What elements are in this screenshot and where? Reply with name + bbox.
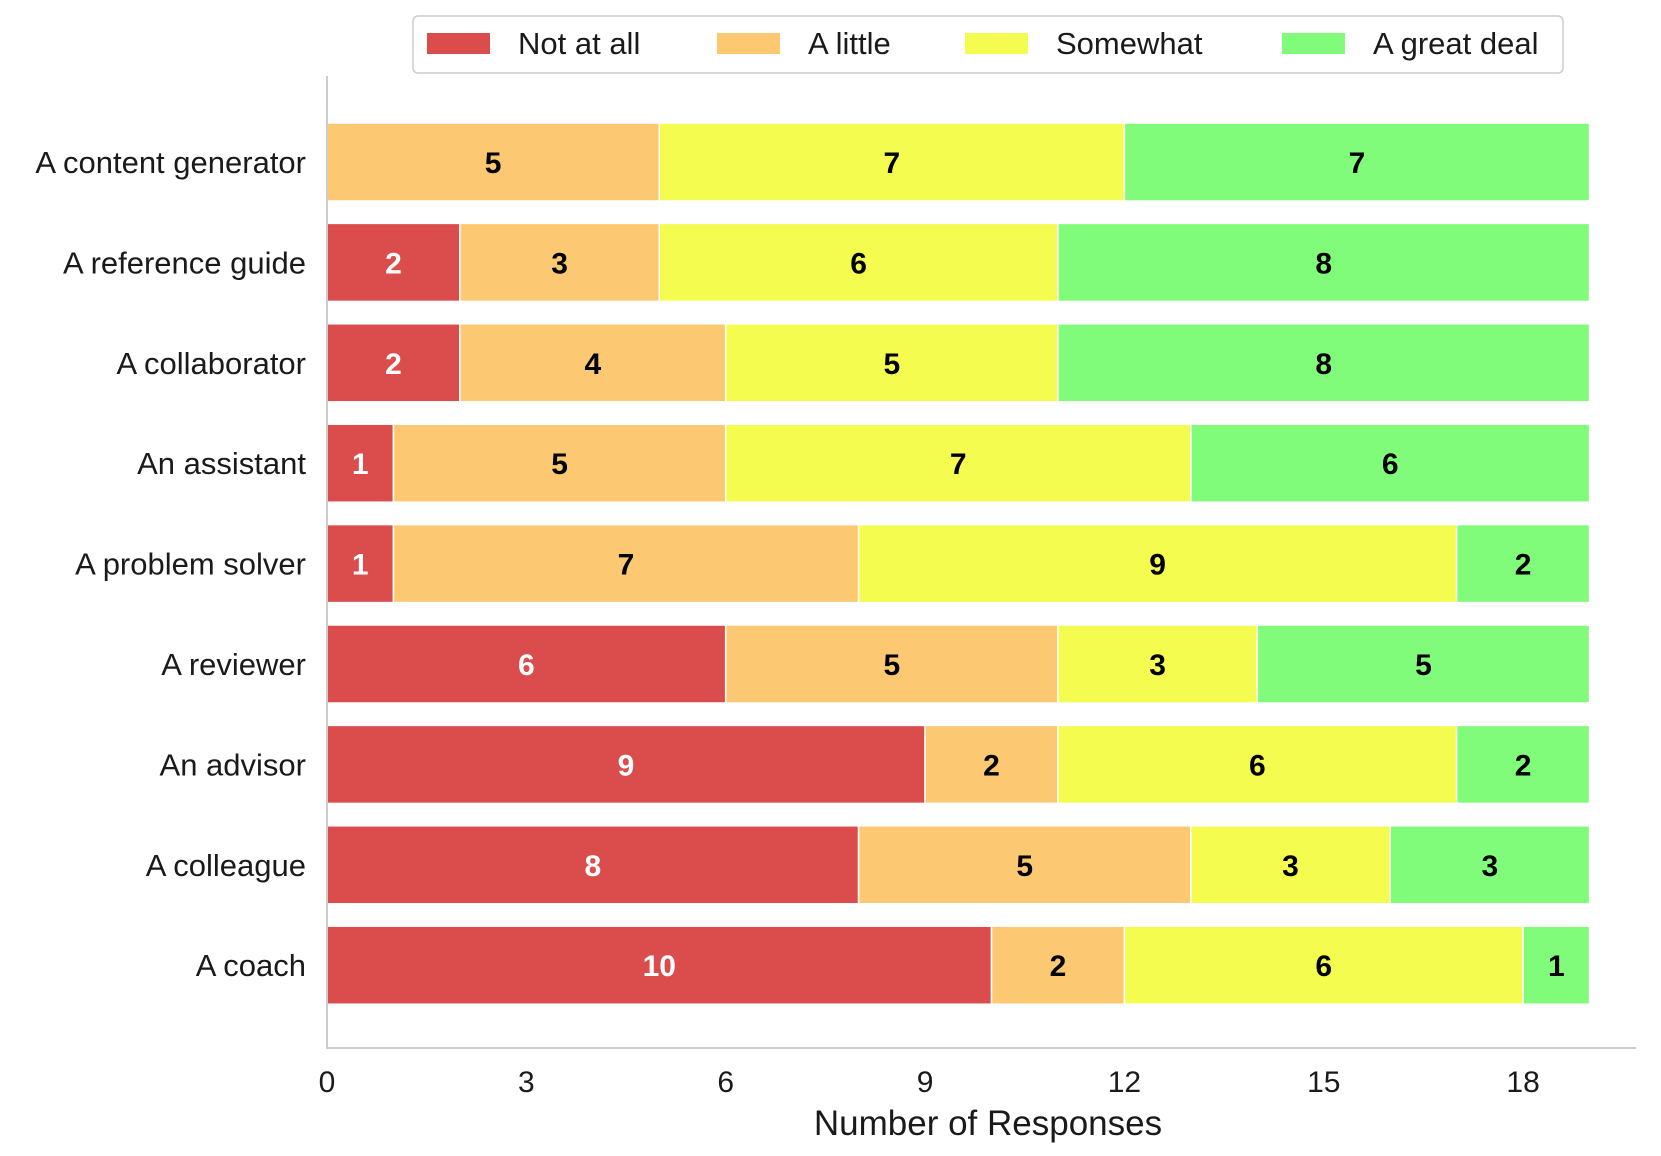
legend-swatch-a-great-deal <box>1282 33 1345 54</box>
bar-a-coach-a-little <box>990 925 1126 1005</box>
bar-a-reference-guide-not-at-all <box>326 222 461 303</box>
category-label-a-problem-solver: A problem solver <box>75 547 306 582</box>
bar-a-collaborator-a-great-deal <box>1057 323 1591 403</box>
data-label-an-advisor-a-little: 2 <box>983 749 1000 782</box>
bar-an-assistant-not-at-all <box>326 423 395 503</box>
category-label-an-advisor: An advisor <box>160 747 306 782</box>
x-axis-title: Number of Responses <box>814 1104 1162 1143</box>
bar-an-assistant-somewhat <box>724 423 1192 503</box>
data-label-a-reference-guide-a-great-deal: 8 <box>1315 247 1332 280</box>
bar-a-problem-solver-somewhat <box>857 523 1458 604</box>
data-label-a-problem-solver-somewhat: 9 <box>1149 549 1166 582</box>
data-label-a-colleague-a-little: 5 <box>1016 850 1033 883</box>
data-label-a-reference-guide-a-little: 3 <box>551 247 568 280</box>
category-label-a-content-generator: A content generator <box>35 145 306 180</box>
bar-a-reference-guide-a-great-deal <box>1057 222 1591 303</box>
category-label-a-collaborator: A collaborator <box>116 346 306 381</box>
data-label-an-assistant-a-great-deal: 6 <box>1382 448 1399 481</box>
bar-an-advisor-somewhat <box>1057 724 1458 805</box>
data-label-a-coach-not-at-all: 10 <box>643 950 676 983</box>
data-label-a-content-generator-a-little: 5 <box>485 147 502 180</box>
data-label-a-coach-a-great-deal: 1 <box>1548 950 1565 983</box>
data-label-a-problem-solver-a-little: 7 <box>618 549 635 582</box>
data-label-a-collaborator-a-little: 4 <box>584 348 601 381</box>
bar-an-assistant-a-little <box>392 423 727 503</box>
category-labels: A content generator A reference guide A co… <box>35 145 306 983</box>
data-label-an-assistant-a-little: 5 <box>551 448 568 481</box>
bar-an-advisor-a-little <box>924 724 1059 805</box>
bar-a-colleague-somewhat <box>1190 825 1391 905</box>
data-label-a-problem-solver-not-at-all: 1 <box>352 549 369 582</box>
data-label-a-coach-a-little: 2 <box>1050 950 1067 983</box>
bar-a-content-generator-somewhat <box>658 122 1126 202</box>
category-label-a-coach: A coach <box>196 948 306 983</box>
data-label-an-advisor-not-at-all: 9 <box>618 749 635 782</box>
bar-an-assistant-a-great-deal <box>1190 423 1591 503</box>
x-tick-label-15: 15 <box>1307 1066 1340 1099</box>
x-tick-label-9: 9 <box>917 1066 934 1099</box>
data-label-a-reviewer-a-little: 5 <box>883 649 900 682</box>
x-tick-label-12: 12 <box>1108 1066 1141 1099</box>
category-label-an-assistant: An assistant <box>137 446 306 481</box>
data-label-a-reviewer-somewhat: 3 <box>1149 649 1166 682</box>
data-label-a-colleague-somewhat: 3 <box>1282 850 1299 883</box>
data-label-a-content-generator-somewhat: 7 <box>883 147 900 180</box>
bar-a-reviewer-a-little <box>724 624 1059 704</box>
category-label-a-reviewer: A reviewer <box>161 647 306 682</box>
data-label-an-advisor-somewhat: 6 <box>1249 749 1266 782</box>
data-label-a-collaborator-not-at-all: 2 <box>385 348 402 381</box>
bar-a-reference-guide-a-little <box>459 222 660 303</box>
x-tick-labels: 0 3 6 9 12 15 18 <box>319 1066 1540 1099</box>
bar-a-colleague-a-little <box>857 825 1192 905</box>
data-label-a-reviewer-a-great-deal: 5 <box>1415 649 1432 682</box>
x-tick-label-3: 3 <box>518 1066 535 1099</box>
data-label-a-collaborator-a-great-deal: 8 <box>1315 348 1332 381</box>
bar-an-advisor-a-great-deal <box>1455 724 1591 805</box>
data-label-a-problem-solver-a-great-deal: 2 <box>1515 549 1532 582</box>
x-tick-label-0: 0 <box>319 1066 336 1099</box>
bar-a-collaborator-somewhat <box>724 323 1059 403</box>
bars-group: 5 7 7 2 3 6 8 2 4 5 8 1 5 7 6 1 7 9 2 6 5 3 5 9 2 6 2 8 5 3 3 10 2 6 1 <box>326 122 1591 1005</box>
legend-label-somewhat: Somewhat <box>1056 26 1203 61</box>
legend: Not at all A little Somewhat A great deal <box>412 15 1564 74</box>
bar-a-content-generator-a-little <box>326 122 660 202</box>
bar-a-collaborator-a-little <box>459 323 727 403</box>
legend-label-a-great-deal: A great deal <box>1373 26 1538 61</box>
data-label-a-colleague-not-at-all: 8 <box>584 850 601 883</box>
bar-a-reviewer-somewhat <box>1057 624 1259 704</box>
data-label-a-reference-guide-somewhat: 6 <box>850 247 867 280</box>
bar-an-advisor-not-at-all <box>326 724 926 805</box>
category-label-a-reference-guide: A reference guide <box>63 245 306 280</box>
legend-swatch-somewhat <box>965 33 1028 54</box>
data-label-an-assistant-not-at-all: 1 <box>352 448 369 481</box>
bar-a-reviewer-a-great-deal <box>1256 624 1591 704</box>
bar-a-colleague-a-great-deal <box>1389 825 1591 905</box>
x-tick-label-6: 6 <box>717 1066 734 1099</box>
bar-a-content-generator-a-great-deal <box>1123 122 1591 202</box>
bar-a-reference-guide-somewhat <box>658 222 1059 303</box>
data-label-a-collaborator-somewhat: 5 <box>883 348 900 381</box>
data-label-a-reviewer-not-at-all: 6 <box>518 649 535 682</box>
category-label-a-colleague: A colleague <box>146 848 306 883</box>
bar-a-coach-a-great-deal <box>1522 925 1591 1005</box>
data-label-a-reference-guide-not-at-all: 2 <box>385 247 402 280</box>
bar-a-problem-solver-not-at-all <box>326 523 395 604</box>
data-label-a-content-generator-a-great-deal: 7 <box>1349 147 1366 180</box>
bar-a-reviewer-not-at-all <box>326 624 727 704</box>
data-label-a-coach-somewhat: 6 <box>1315 950 1332 983</box>
legend-swatch-not-at-all <box>427 33 490 54</box>
legend-label-a-little: A little <box>808 26 891 61</box>
data-label-a-colleague-a-great-deal: 3 <box>1482 850 1499 883</box>
legend-swatch-a-little <box>717 33 780 54</box>
bar-a-problem-solver-a-little <box>392 523 860 604</box>
legend-label-not-at-all: Not at all <box>518 26 640 61</box>
axes-group <box>326 76 1636 1049</box>
data-label-an-advisor-a-great-deal: 2 <box>1515 749 1532 782</box>
data-label-an-assistant-somewhat: 7 <box>950 448 967 481</box>
bar-a-problem-solver-a-great-deal <box>1455 523 1591 604</box>
x-tick-label-18: 18 <box>1506 1066 1539 1099</box>
